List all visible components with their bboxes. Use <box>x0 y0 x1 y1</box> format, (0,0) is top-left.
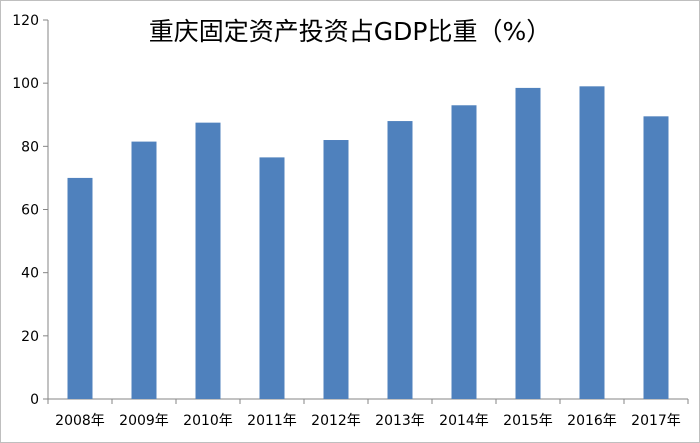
bar <box>579 86 605 399</box>
y-tick-label: 100 <box>12 76 39 92</box>
bar <box>387 121 413 400</box>
chart-title: 重庆固定资产投资占GDP比重（%） <box>148 17 552 46</box>
y-tick-label: 0 <box>30 392 39 408</box>
x-tick-label: 2015年 <box>503 413 553 429</box>
x-tick-label: 2012年 <box>311 413 361 429</box>
x-tick-label: 2011年 <box>247 413 297 429</box>
x-tick-label: 2017年 <box>631 413 681 429</box>
x-tick-label: 2008年 <box>55 413 105 429</box>
x-tick-label: 2010年 <box>183 413 233 429</box>
bar <box>643 116 669 400</box>
bar <box>323 140 349 399</box>
y-tick-label: 20 <box>21 329 39 345</box>
y-tick-label: 120 <box>12 13 39 29</box>
x-tick-label: 2014年 <box>439 413 489 429</box>
bar <box>195 122 221 399</box>
x-tick-label: 2009年 <box>119 413 169 429</box>
bar <box>67 177 93 399</box>
x-tick-label: 2016年 <box>567 413 617 429</box>
y-tick-label: 60 <box>21 203 39 219</box>
bar <box>259 157 285 399</box>
y-tick-label: 40 <box>21 266 39 282</box>
y-tick-label: 80 <box>21 139 39 155</box>
bar <box>515 87 541 399</box>
bar <box>131 141 157 400</box>
bar <box>451 105 477 400</box>
x-tick-label: 2013年 <box>375 413 425 429</box>
